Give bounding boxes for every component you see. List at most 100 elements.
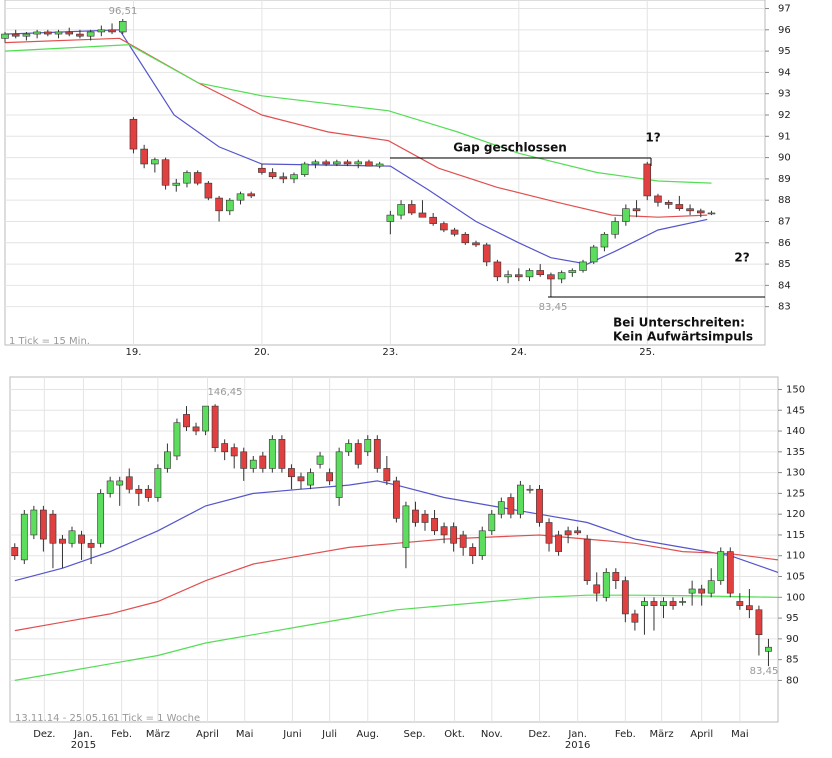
candle-body	[354, 161, 363, 165]
candle-body	[431, 518, 438, 532]
candle-body	[106, 480, 114, 494]
candle-body	[86, 31, 95, 37]
candle-body	[392, 480, 400, 519]
candle-body	[583, 538, 591, 581]
candle-body	[300, 163, 309, 175]
candle-body	[11, 33, 20, 37]
annotation: 2?	[734, 251, 749, 265]
candle-body	[660, 601, 667, 606]
moving-average	[14, 594, 779, 681]
candle-body	[154, 468, 162, 498]
candle-body	[59, 538, 66, 544]
candle-body	[288, 468, 295, 478]
y-tick-label: 87	[778, 216, 791, 227]
x-tick-label: 23.	[382, 347, 398, 358]
candle-body	[211, 405, 219, 448]
candle-body	[129, 118, 138, 150]
candle-body	[679, 601, 686, 603]
candle-body	[116, 480, 124, 486]
candle-body	[22, 33, 31, 37]
y-tick-label: 145	[786, 405, 805, 416]
candle-body	[497, 501, 505, 515]
x-tick-label: Okt.	[444, 729, 465, 740]
candle-body	[545, 522, 553, 544]
candle-body	[622, 208, 630, 222]
candle-body	[611, 221, 619, 235]
candle-body	[326, 472, 334, 482]
candle-body	[707, 212, 716, 215]
candle-body	[526, 488, 534, 491]
candle-body	[696, 210, 705, 214]
range-note: 13.11.14 - 25.05.16	[15, 713, 114, 724]
candle-body	[643, 163, 652, 197]
candle-body	[555, 534, 562, 552]
candle-body	[717, 551, 725, 581]
candle-body	[322, 161, 330, 165]
low-label: 83,45	[539, 302, 568, 313]
candle-body	[429, 216, 437, 224]
candle-body	[192, 426, 200, 432]
x-tick-label: Jan.	[73, 729, 93, 740]
candle-body	[249, 459, 257, 469]
candle-body	[654, 195, 662, 203]
x-tick-label: April	[690, 729, 713, 740]
candle-body	[536, 488, 543, 523]
x-tick-label: Aug.	[356, 729, 379, 740]
candle-body	[258, 167, 266, 173]
candle-body	[78, 534, 85, 544]
candle-body	[593, 584, 601, 594]
candle-body	[440, 223, 448, 231]
candle-body	[574, 530, 582, 534]
candle-body	[311, 161, 320, 165]
candle-body	[247, 193, 255, 197]
x-tick-label: 25.	[639, 347, 655, 358]
y-tick-label: 100	[786, 592, 805, 603]
candle-body	[279, 176, 288, 180]
candle-body	[707, 580, 715, 594]
y-tick-label: 96	[778, 25, 791, 36]
candle-body	[172, 182, 181, 186]
candle-body	[755, 609, 763, 636]
candle-body	[151, 159, 159, 165]
candle-body	[365, 161, 373, 167]
candle-body	[536, 270, 544, 276]
y-tick-label: 85	[778, 259, 791, 270]
candle-body	[259, 455, 267, 469]
candle-body	[418, 212, 427, 218]
annotation: 1?	[645, 131, 660, 145]
candle-body	[450, 229, 459, 235]
x-tick-label: 24.	[511, 347, 527, 358]
y-tick-label: 140	[786, 426, 805, 437]
annotation: Gap geschlossen	[453, 141, 567, 155]
candle-body	[118, 20, 127, 33]
candle-body	[557, 272, 566, 280]
x-tick-label: Mai	[236, 729, 254, 740]
y-tick-label: 93	[778, 89, 791, 100]
y-tick-label: 95	[778, 46, 791, 57]
candle-body	[525, 270, 534, 278]
candle-body	[278, 439, 286, 469]
candle-body	[193, 172, 202, 184]
candle-body	[183, 172, 191, 184]
candle-body	[268, 439, 276, 469]
y-tick-label: 115	[786, 530, 805, 541]
y-tick-label: 120	[786, 509, 805, 520]
candle-body	[507, 497, 515, 515]
candle-body	[632, 208, 641, 212]
moving-average	[4, 44, 712, 184]
candle-body	[402, 505, 410, 548]
candle-body	[726, 551, 734, 594]
candle-body	[621, 580, 629, 615]
candle-body	[125, 476, 133, 490]
candle-body	[54, 31, 63, 35]
candle-body	[44, 31, 52, 35]
candle-body	[469, 547, 477, 557]
low-label: 83,45	[750, 666, 779, 677]
candle-body	[375, 163, 384, 167]
candle-body	[49, 513, 57, 544]
candle-body	[65, 31, 74, 35]
y-tick-label: 97	[778, 4, 791, 15]
year-label: 2016	[565, 740, 590, 751]
candle-body	[333, 161, 341, 165]
candle-body	[421, 513, 429, 523]
